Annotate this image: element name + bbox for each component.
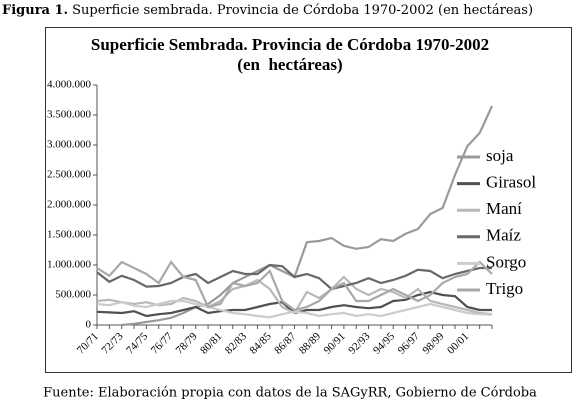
y-tick-label: 2.500.000	[47, 169, 92, 181]
x-tick-label: 80/81	[198, 330, 224, 356]
series-line	[96, 299, 493, 319]
x-tick-label: 86/87	[272, 330, 299, 357]
series-line	[121, 105, 494, 327]
caption: Figura 1. Superficie sembrada. Provincia …	[2, 3, 533, 18]
y-tick-label: 1.500.000	[47, 229, 92, 241]
y-tick-label: 3.500.000	[47, 109, 92, 121]
x-tick-label: 00/01	[445, 330, 471, 356]
x-tick-label: 94/95	[371, 330, 398, 357]
chart-title: Superficie Sembrada. Provincia de Córdob…	[91, 35, 489, 54]
chart-frame	[45, 27, 572, 373]
legend-label: Girasol	[486, 173, 536, 192]
legend-label: Trigo	[486, 279, 523, 298]
x-tick-label: 82/83	[223, 330, 250, 357]
x-tick-label: 74/75	[124, 330, 151, 357]
legend-label: Maíz	[486, 226, 521, 245]
x-tick-label: 88/89	[297, 330, 324, 357]
legend-label: Maní	[486, 199, 522, 218]
series-line	[96, 260, 493, 312]
caption-label: Figura 1.	[2, 3, 68, 18]
x-tick-label: 92/93	[346, 330, 373, 357]
x-tick-label: 90/91	[322, 330, 348, 356]
y-tick-label: 0	[86, 319, 92, 331]
source: Fuente: Elaboración propia con datos de …	[43, 386, 537, 401]
series-line	[96, 263, 492, 291]
y-tick-label: 3.000.000	[47, 139, 92, 151]
y-tick-label: 4.000.000	[47, 79, 92, 91]
x-tick-label: 76/77	[149, 330, 176, 357]
x-tick-label: 98/99	[420, 330, 447, 357]
y-tick-label: 2.000.000	[47, 199, 92, 211]
x-tick-label: 72/73	[99, 330, 126, 357]
series-line	[96, 275, 493, 316]
x-tick-label: 78/79	[173, 330, 200, 357]
chart-subtitle: (en hectáreas)	[237, 55, 342, 74]
caption-text: Superficie sembrada. Provincia de Córdob…	[72, 3, 533, 18]
y-tick-label: 1.000.000	[47, 259, 92, 271]
y-tick-label: 500.000	[55, 289, 91, 301]
legend-label: Sorgo	[486, 252, 526, 271]
x-tick-label: 70/71	[75, 330, 101, 356]
x-tick-label: 96/97	[396, 330, 423, 357]
x-tick-label: 84/85	[248, 330, 275, 357]
legend-label: soja	[486, 146, 514, 165]
